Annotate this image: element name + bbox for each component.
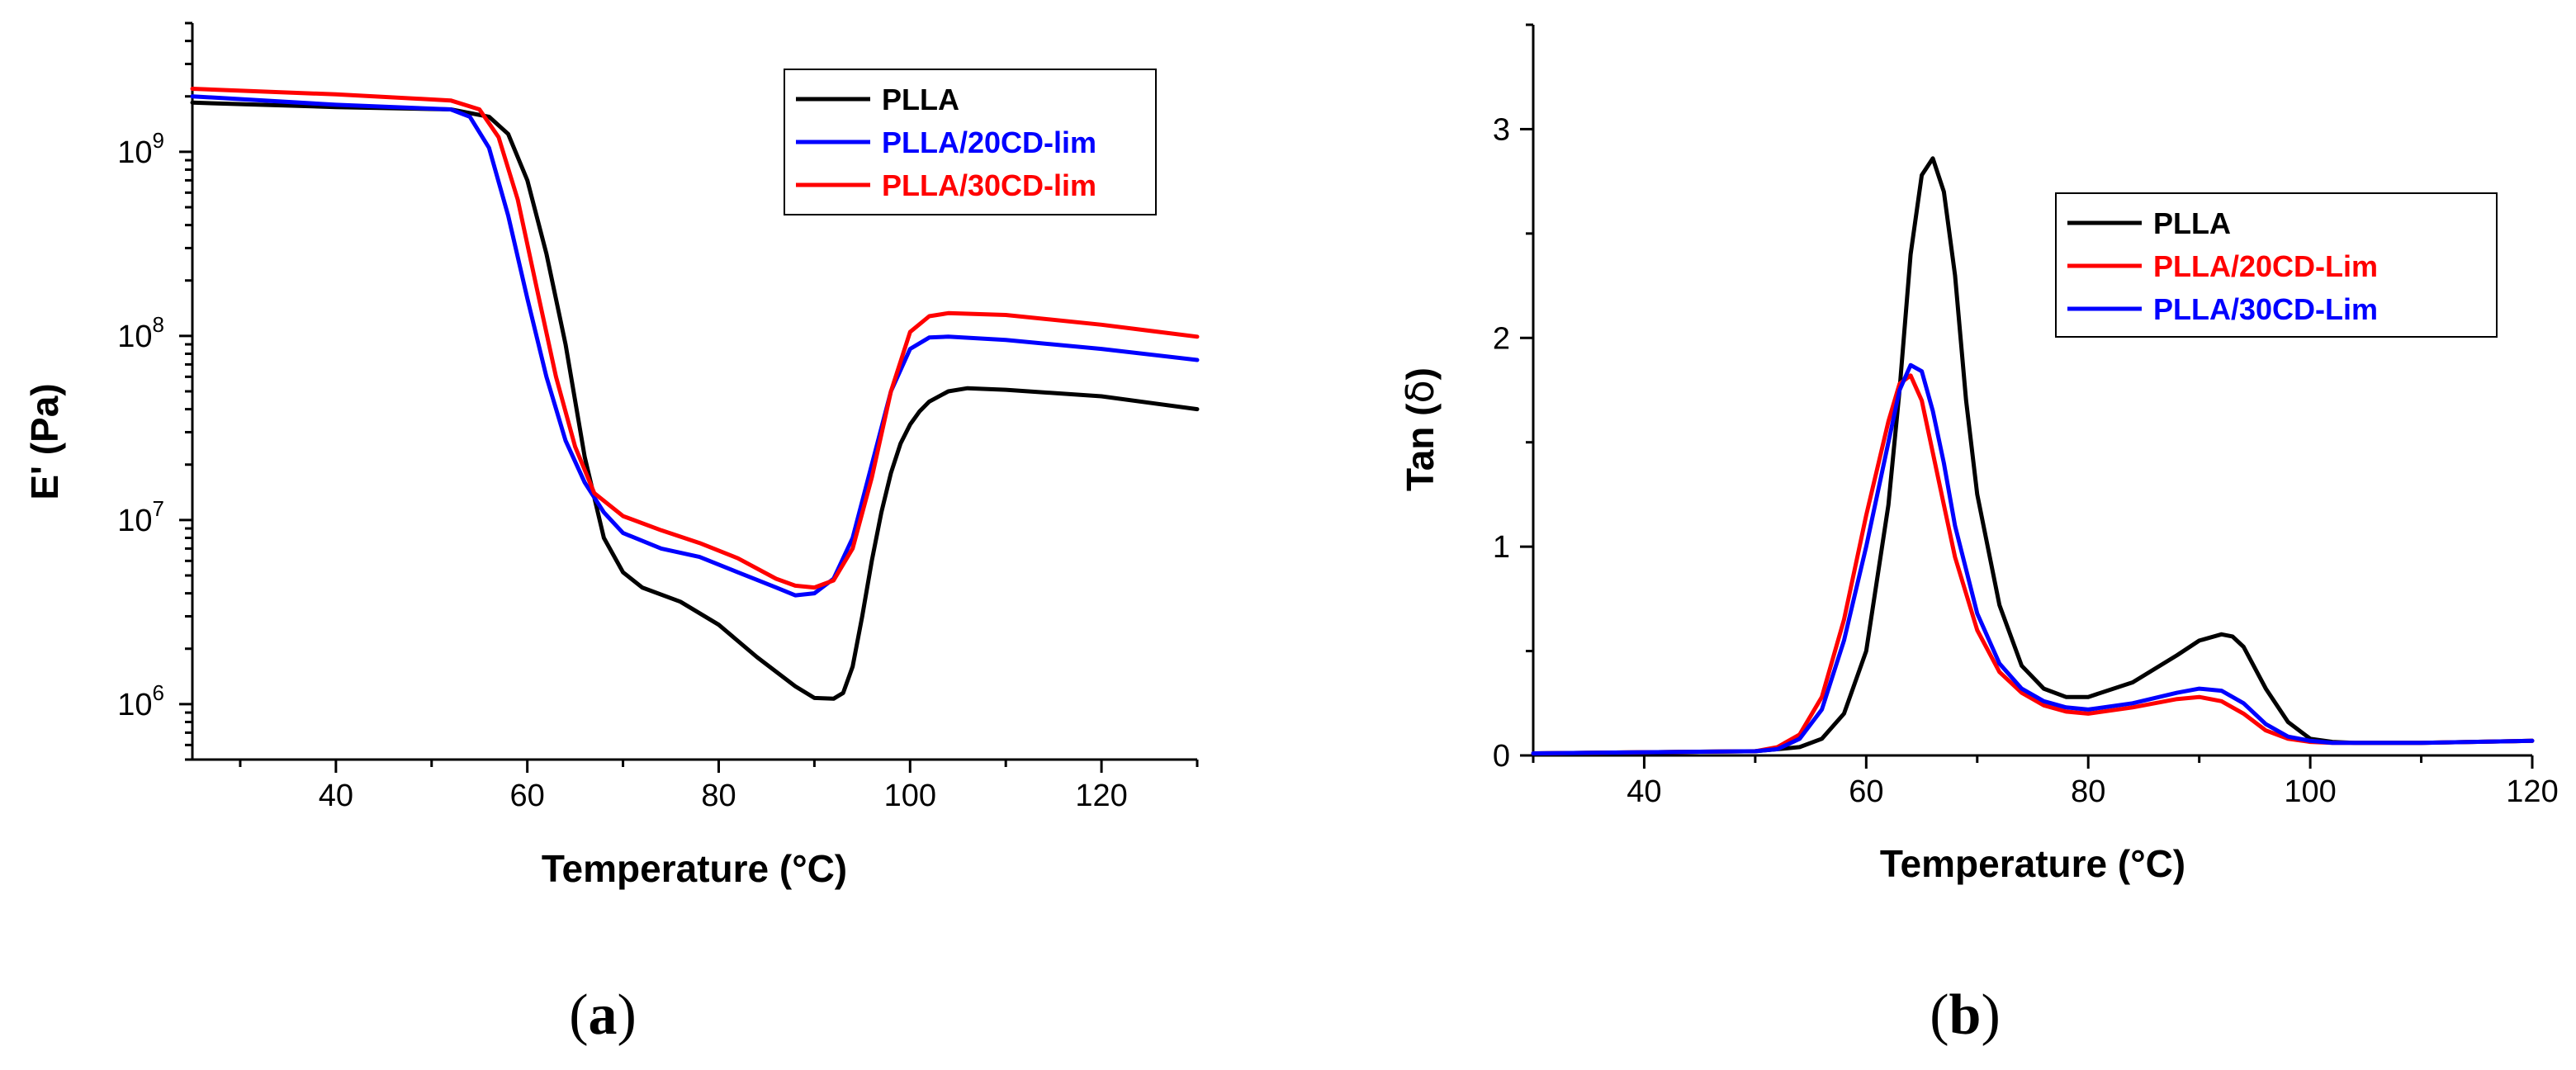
panel-b-x-axis-title: Temperature (°C): [1880, 842, 2185, 885]
panel-b-x-ticks: 40 60 80 100 120: [1532, 755, 2559, 809]
legend-label: PLLA/20CD-Lim: [2153, 249, 2378, 283]
panel-a-label: (a): [569, 983, 637, 1047]
panel-b-y-axis-title-symbol: δ: [1398, 380, 1442, 403]
y-tick-label: 0: [1493, 739, 1510, 774]
legend-label: PLLA/30CD-Lim: [2153, 292, 2378, 326]
panel-b-legend: PLLA PLLA/20CD-Lim PLLA/30CD-Lim: [2055, 192, 2498, 338]
panel-a: 40 60 80 100 120 106 107 108 109 Temperature (°…: [23, 21, 1200, 1047]
panel-a-y-axis-title: E' (Pa): [23, 383, 66, 499]
series-line-plla: [1531, 156, 2535, 755]
panel-a-label-letter: a: [589, 983, 618, 1047]
panel-b: 40 60 80 100 120 0 1 2 3 Temperature (°C) Tan (…: [1398, 23, 2559, 1047]
x-tick-label: 60: [510, 779, 545, 813]
x-tick-label: 40: [319, 779, 353, 813]
series-line-plla-30cd-lim: [190, 87, 1200, 590]
y-tick-label: 1: [1493, 530, 1510, 565]
x-tick-label: 60: [1849, 774, 1883, 809]
series-line-plla: [190, 100, 1200, 701]
y-tick-label: 109: [117, 128, 164, 170]
series-line-plla-30cd-lim: [1531, 362, 2535, 755]
panel-b-label-letter: b: [1949, 983, 1982, 1047]
legend-label: PLLA/30CD-lim: [882, 168, 1096, 202]
x-tick-label: 100: [884, 779, 936, 813]
panel-a-legend: PLLA PLLA/20CD-lim PLLA/30CD-lim: [784, 69, 1157, 215]
series-line-plla-20cd-lim: [190, 94, 1200, 598]
panel-b-plot-area: [1532, 25, 2532, 757]
panel-b-series: [1531, 156, 2535, 755]
panel-b-y-axis-title: Tan (δ): [1398, 367, 1442, 491]
panel-a-x-ticks: 40 60 80 100 120: [239, 760, 1199, 813]
legend-label: PLLA/20CD-lim: [882, 125, 1096, 159]
y-tick-label: 2: [1493, 321, 1510, 356]
panel-b-y-axis-title-prefix: Tan (: [1399, 403, 1442, 491]
x-tick-label: 120: [2506, 774, 2558, 809]
x-tick-label: 80: [2071, 774, 2105, 809]
y-tick-label: 3: [1493, 112, 1510, 147]
y-tick-label: 107: [117, 496, 164, 538]
x-tick-label: 100: [2284, 774, 2336, 809]
panel-a-x-axis-title: Temperature (°C): [542, 847, 847, 890]
x-tick-label: 80: [701, 779, 736, 813]
x-tick-label: 120: [1075, 779, 1127, 813]
series-line-plla-20cd-lim: [1531, 373, 2535, 755]
legend-label: PLLA: [2153, 206, 2231, 240]
legend-label: PLLA: [882, 83, 959, 116]
panel-b-y-axis-title-suffix: ): [1399, 367, 1442, 380]
panel-a-series: [190, 87, 1200, 701]
panel-a-y-ticks: 106 107 108 109: [117, 21, 192, 761]
y-tick-label: 108: [117, 312, 164, 354]
panel-b-label: (b): [1930, 983, 2001, 1047]
x-tick-label: 40: [1627, 774, 1661, 809]
y-tick-label: 106: [117, 680, 164, 722]
panel-b-y-ticks: 0 1 2 3: [1493, 23, 1533, 774]
